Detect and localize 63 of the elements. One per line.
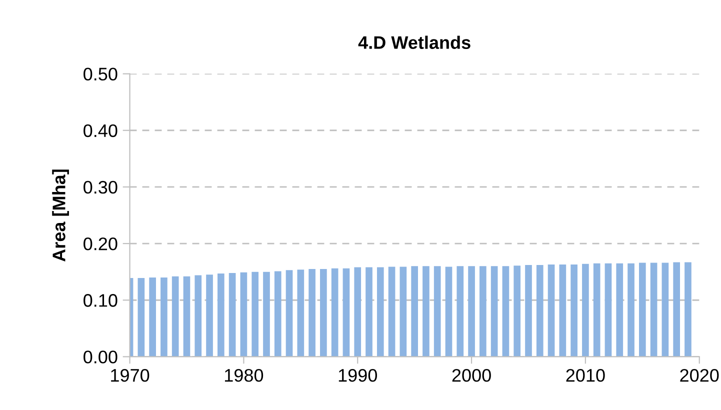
- bar: [490, 266, 498, 357]
- bar: [228, 272, 236, 357]
- bar: [673, 262, 680, 357]
- bar: [445, 266, 452, 357]
- bar: [400, 266, 407, 357]
- bar: [388, 266, 396, 357]
- bar: [638, 262, 646, 357]
- x-tick-label: 2000: [452, 368, 491, 382]
- x-tick-label: 1990: [338, 368, 377, 382]
- bar: [297, 270, 304, 357]
- bar: [628, 263, 634, 357]
- bar: [331, 268, 338, 357]
- bar: [684, 262, 692, 357]
- chart-title: 4.D Wetlands: [358, 36, 470, 49]
- x-tick-label: 1980: [224, 368, 264, 382]
- y-tick-label: 0.10: [84, 294, 118, 307]
- y-tick-label: 0.00: [84, 350, 118, 364]
- bar: [616, 263, 624, 357]
- bar: [320, 269, 327, 357]
- bar: [570, 264, 578, 357]
- bar: [662, 262, 669, 357]
- x-tick-label: 2010: [566, 368, 605, 382]
- bar: [582, 264, 589, 357]
- bar: [160, 277, 168, 357]
- bar: [240, 272, 248, 357]
- bar: [194, 275, 202, 357]
- bar: [376, 267, 384, 357]
- y-tick-label: 0.30: [84, 180, 118, 194]
- bar: [183, 276, 190, 357]
- bar: [434, 266, 441, 357]
- bar: [525, 265, 532, 357]
- bar: [468, 266, 475, 357]
- bar: [342, 268, 350, 357]
- y-tick-label: 0.50: [84, 68, 118, 81]
- bar: [502, 266, 510, 357]
- bar: [252, 272, 259, 357]
- bar: [149, 277, 156, 357]
- bar: [480, 266, 486, 357]
- bar: [604, 263, 612, 357]
- bar: [138, 278, 145, 357]
- bar: [206, 274, 213, 357]
- bar: [456, 266, 464, 357]
- x-tick-label: 1970: [111, 368, 150, 382]
- bar: [217, 274, 224, 357]
- x-tick-label: 2020: [680, 368, 719, 382]
- bar: [514, 266, 521, 357]
- bar: [308, 269, 316, 357]
- bar: [422, 266, 430, 357]
- bar: [593, 263, 600, 357]
- bar: [548, 264, 555, 357]
- bar: [354, 267, 362, 357]
- y-tick-label: 0.40: [84, 124, 118, 138]
- bar: [536, 265, 544, 357]
- y-tick-label: 0.20: [84, 237, 118, 250]
- bar: [559, 264, 566, 357]
- bar: [366, 267, 372, 357]
- bar: [263, 272, 270, 357]
- bar: [650, 262, 658, 357]
- bar: [274, 271, 282, 357]
- bar: [286, 270, 293, 357]
- bar: [411, 266, 418, 357]
- bar: [172, 276, 179, 357]
- y-axis-title: Area [Mha]: [52, 170, 69, 262]
